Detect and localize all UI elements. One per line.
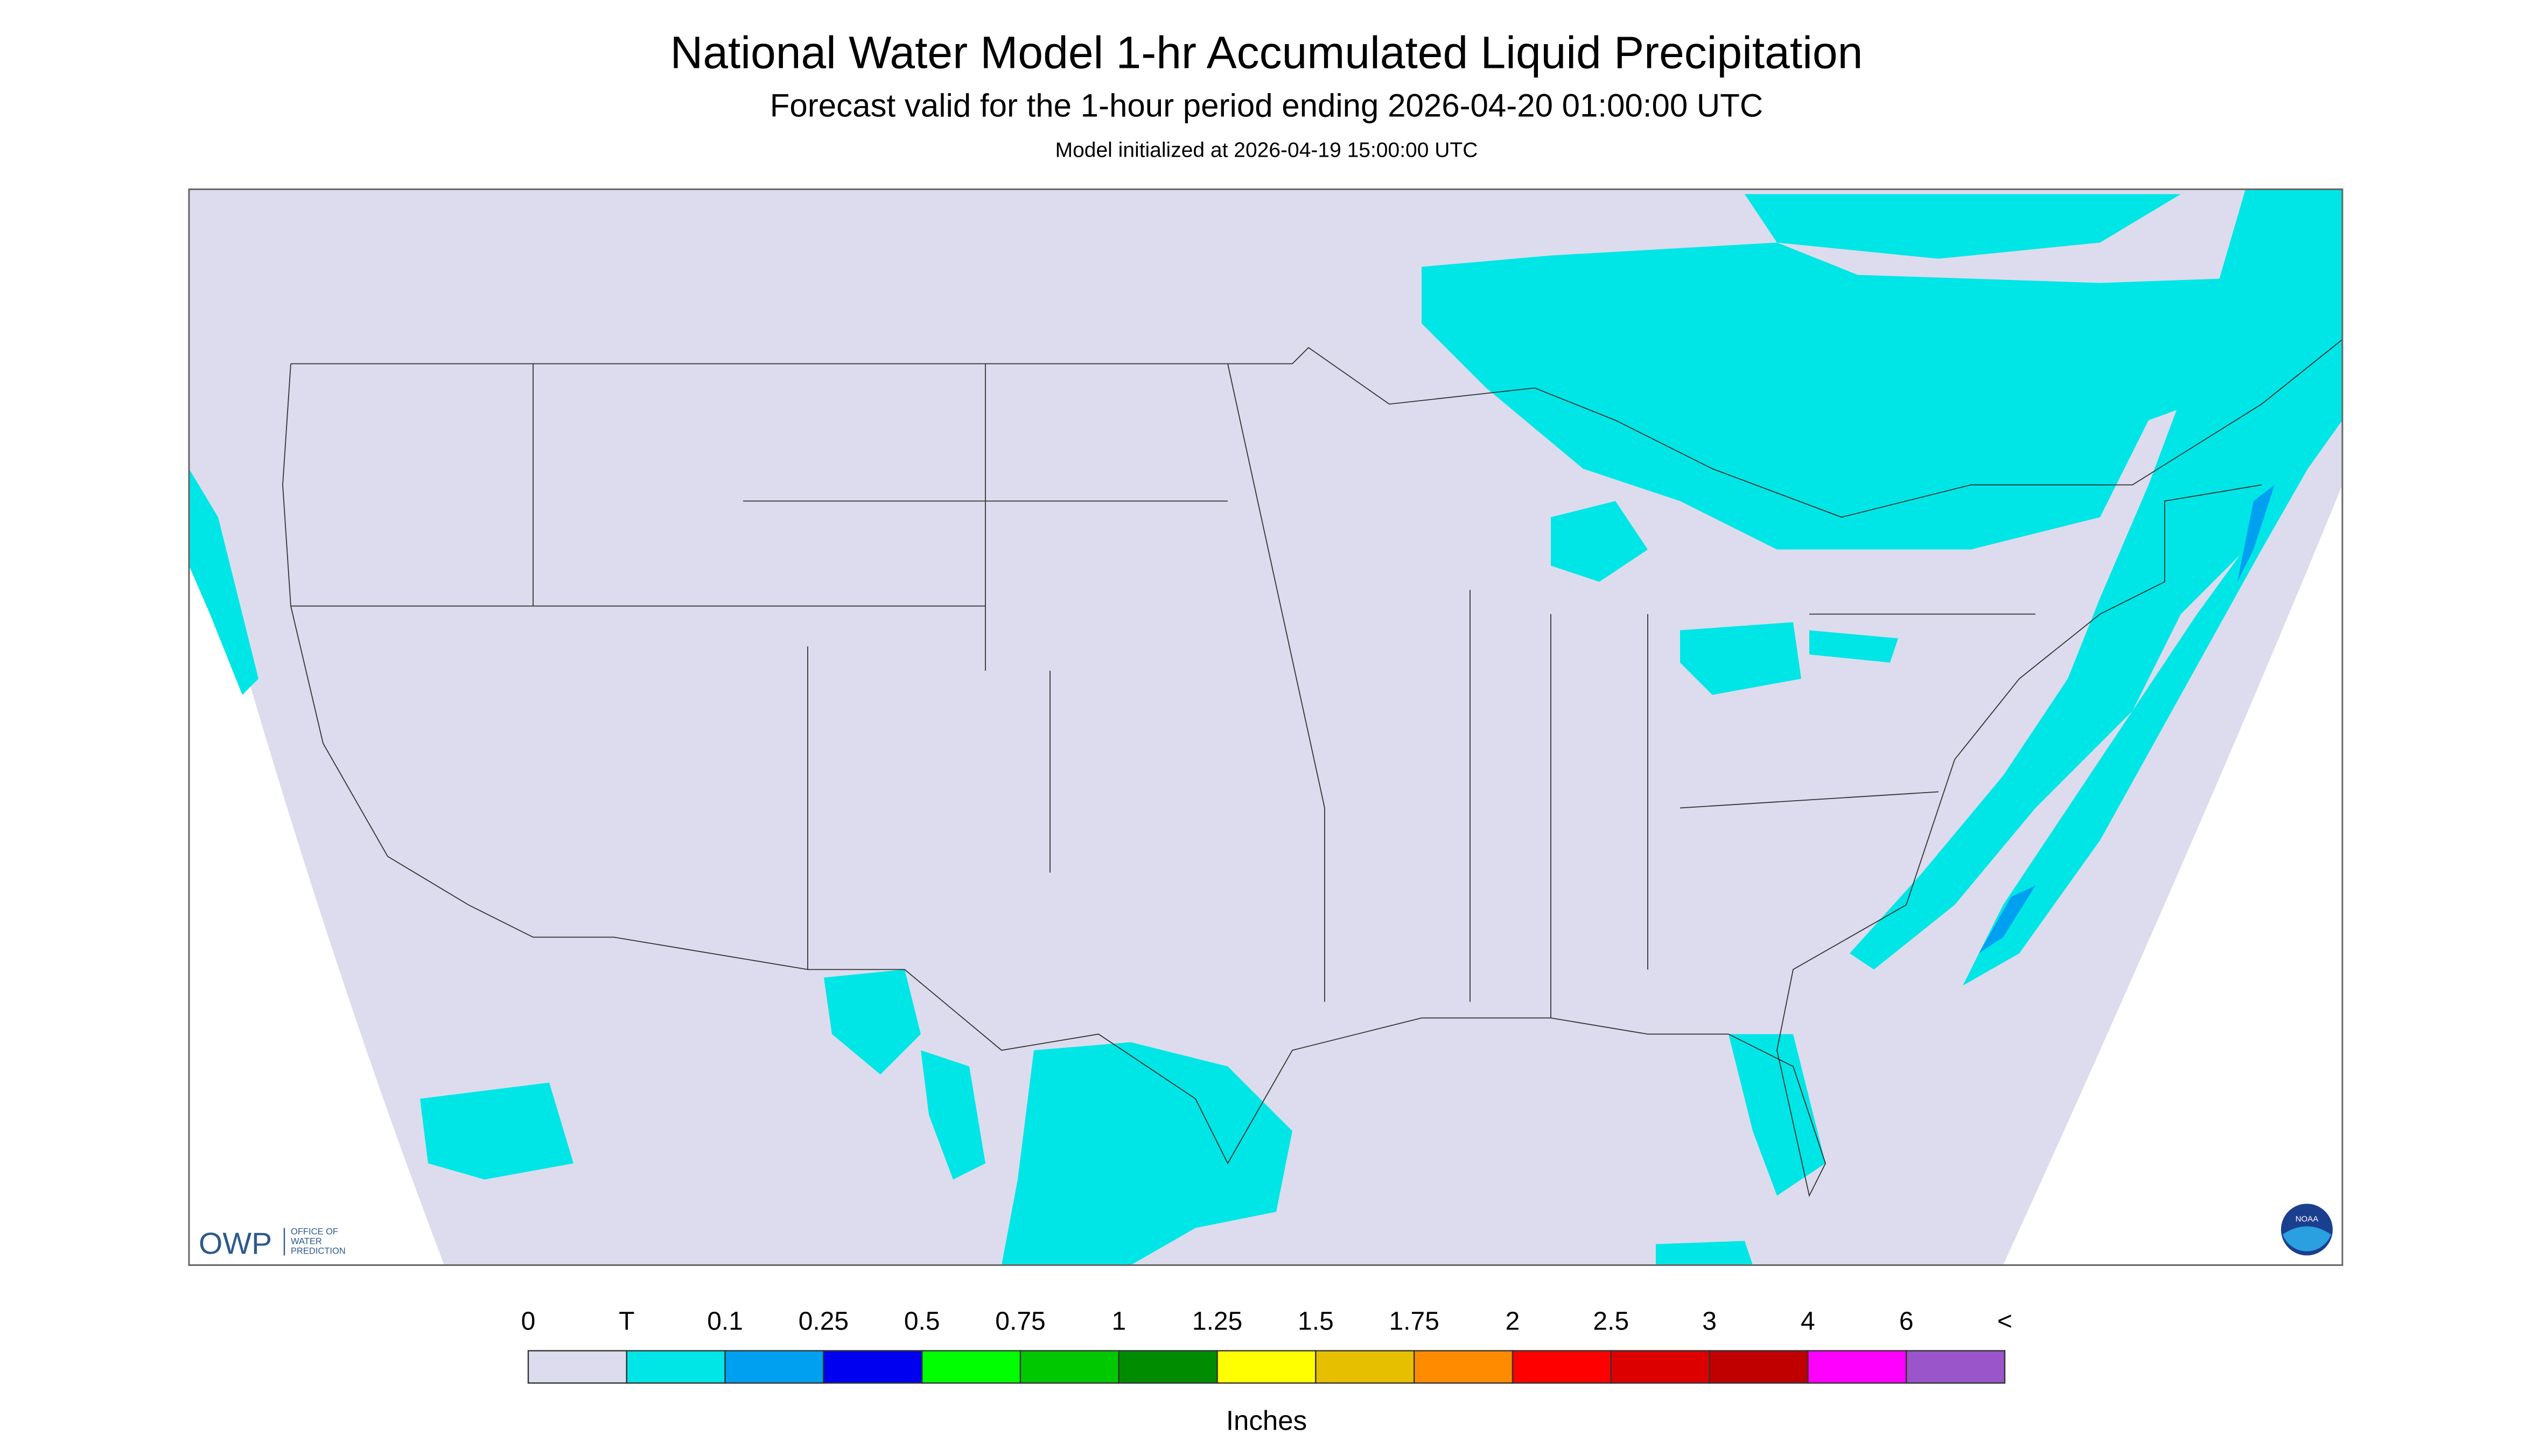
colorbar-swatch [527, 1350, 628, 1384]
colorbar-swatch [1118, 1350, 1218, 1384]
owp-logo-text: OWP [199, 1227, 272, 1261]
precip-area [921, 1050, 985, 1180]
colorbar-swatch [1216, 1350, 1317, 1384]
init-note: Model initialized at 2026-04-19 15:00:00… [1055, 139, 1478, 162]
colorbar-swatch [1019, 1350, 1120, 1384]
precip-area [189, 468, 258, 695]
colorbar-label: 2.5 [1593, 1307, 1629, 1336]
colorbar-label: 0.25 [799, 1307, 849, 1336]
precip-area [1002, 1042, 1292, 1265]
colorbar-swatch [1807, 1350, 1907, 1384]
title: National Water Model 1-hr Accumulated Li… [670, 27, 1863, 78]
colorbar-swatch [823, 1350, 923, 1384]
owp-logo-line: PREDICTION [291, 1247, 346, 1256]
colorbar-swatch [1709, 1350, 1809, 1384]
precip-heavy [1979, 885, 2035, 954]
noaa-logo: NOAA [2281, 1203, 2333, 1256]
colorbar-label: 0.1 [707, 1307, 743, 1336]
precip-area [1745, 194, 2181, 259]
precip-area [1551, 501, 1648, 582]
noaa-text: NOAA [2296, 1215, 2319, 1224]
colorbar-label: 3 [1702, 1307, 1717, 1336]
colorbar-label: < [1997, 1307, 2012, 1336]
border [291, 339, 2343, 518]
precip-area [1680, 622, 1801, 695]
precip-heavy [2237, 485, 2275, 582]
precip-area [1963, 436, 2326, 986]
colorbar-label: 1 [1111, 1307, 1126, 1336]
colorbar-swatch [1315, 1350, 1415, 1384]
precip-area [1729, 1034, 1825, 1196]
colorbar-label: 1.75 [1389, 1307, 1439, 1336]
owp-logo: OWP OFFICE OF WATER PREDICTION [199, 1227, 346, 1261]
colorbar-label: 1.5 [1298, 1307, 1334, 1336]
colorbar-label: 4 [1801, 1307, 1815, 1336]
colorbar-label: 0.75 [995, 1307, 1045, 1336]
colorbar-label: 6 [1899, 1307, 1914, 1336]
precip-area [420, 1082, 573, 1180]
precip-area [1850, 189, 2342, 970]
state-line [291, 363, 2035, 1018]
owp-logo-line: WATER [291, 1237, 322, 1247]
precip-area [1422, 242, 2326, 550]
colorbar-label: 2 [1506, 1307, 1520, 1336]
colorbar-unit: Inches [1226, 1405, 1307, 1436]
coastline [282, 363, 2262, 1198]
colorbar-swatch [1610, 1350, 1710, 1384]
precip-area [1809, 630, 1898, 663]
map [188, 188, 2343, 1266]
noaa-wave [2283, 1226, 2331, 1251]
precip-area [1656, 1241, 1753, 1265]
colorbar-swatch [724, 1350, 824, 1384]
colorbar: 0 T 0.1 0.25 0.5 0.75 1 1.25 1.5 1.75 2 2.5 3 4 6 < [521, 1307, 2012, 1384]
owp-logo-line: OFFICE OF [291, 1227, 338, 1237]
colorbar-swatch [1512, 1350, 1612, 1384]
colorbar-swatch [1414, 1350, 1514, 1384]
colorbar-swatch [1905, 1350, 2006, 1384]
colorbar-swatch [626, 1350, 726, 1384]
precip-area [824, 969, 921, 1075]
colorbar-label: T [619, 1307, 634, 1336]
map-frame [188, 188, 2343, 1266]
colorbar-label: 0 [521, 1307, 536, 1336]
subtitle: Forecast valid for the 1-hour period end… [770, 88, 1763, 124]
colorbar-label: 0.5 [904, 1307, 940, 1336]
colorbar-swatch [921, 1350, 1021, 1384]
colorbar-label: 1.25 [1192, 1307, 1242, 1336]
